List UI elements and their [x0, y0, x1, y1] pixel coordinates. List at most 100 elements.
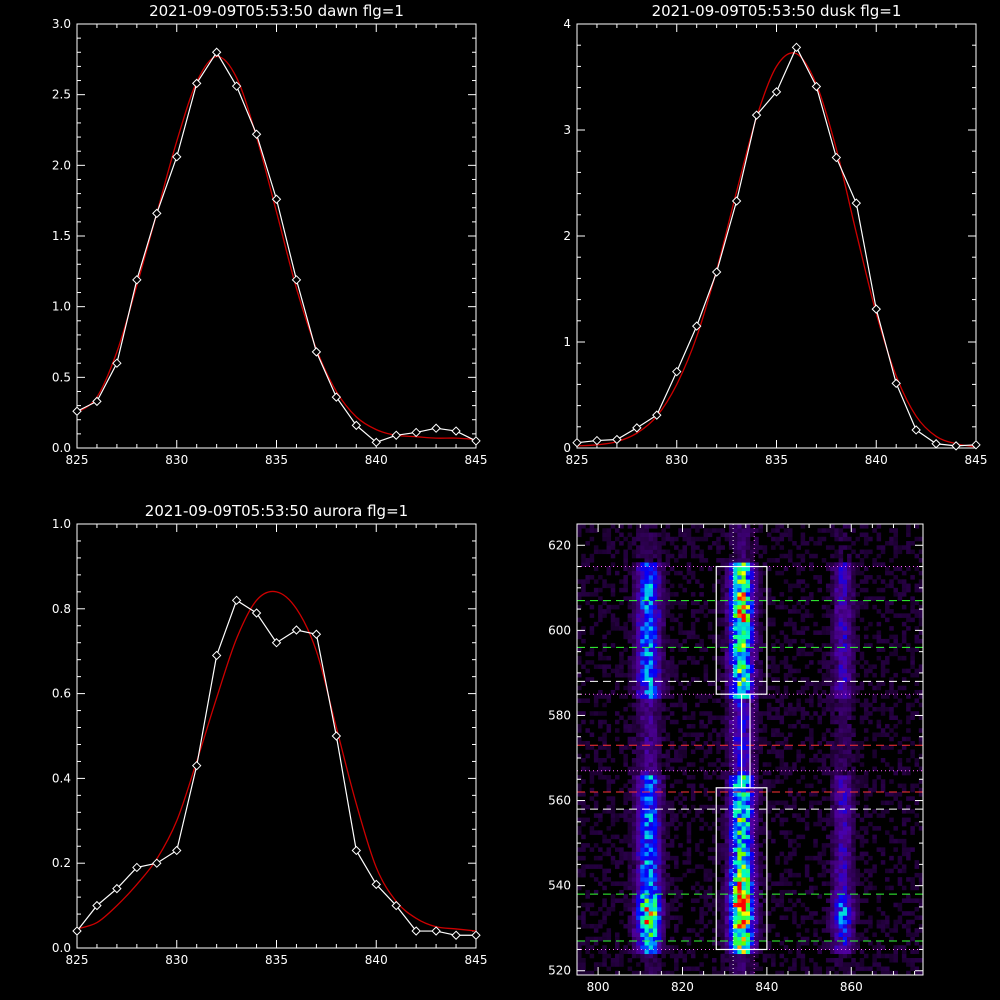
heatmap-cell — [825, 966, 831, 972]
heatmap-cell — [640, 541, 645, 546]
heatmap-cell — [918, 728, 924, 733]
heatmap-cell — [847, 668, 852, 674]
heatmap-cell — [762, 928, 768, 933]
heatmap-cell — [800, 957, 806, 963]
heatmap-cell — [712, 928, 717, 933]
heatmap-cell — [631, 723, 637, 729]
heatmap-cell — [762, 587, 768, 593]
heatmap-cell — [606, 583, 612, 589]
heatmap-cell — [602, 766, 607, 772]
chart-title: 2021-09-09T05:53:50 dawn flg=1 — [149, 2, 404, 20]
heatmap-cell — [825, 911, 831, 916]
heatmap-cell — [720, 732, 725, 738]
heatmap-cell — [678, 902, 683, 908]
heatmap-cell — [682, 604, 688, 610]
heatmap-cell — [686, 562, 692, 567]
heatmap-cell — [652, 970, 658, 976]
heatmap-cell — [847, 732, 852, 738]
heatmap-cell — [686, 834, 692, 840]
heatmap-cell — [652, 834, 658, 840]
heatmap-cell — [640, 562, 645, 567]
heatmap-cell — [640, 779, 645, 784]
heatmap-cell — [602, 957, 607, 963]
heatmap-cell — [901, 945, 907, 950]
heatmap-cell — [825, 562, 831, 567]
heatmap-cell — [906, 758, 911, 763]
heatmap-cell — [830, 830, 835, 835]
heatmap-cell — [741, 689, 747, 695]
heatmap-cell — [745, 868, 751, 874]
heatmap-cell — [720, 928, 725, 933]
heatmap-cell — [817, 851, 823, 857]
heatmap-cell — [585, 936, 590, 942]
heatmap-cell — [631, 817, 637, 823]
heatmap-cell — [636, 587, 641, 593]
heatmap-cell — [712, 587, 717, 593]
heatmap-cell — [766, 953, 772, 959]
heatmap-cell — [851, 728, 856, 733]
heatmap-cell — [872, 834, 877, 840]
heatmap-cell — [737, 609, 742, 614]
heatmap-cell — [838, 609, 844, 614]
heatmap-cell — [728, 915, 734, 920]
heatmap-cell — [771, 894, 776, 899]
heatmap-cell — [652, 787, 658, 793]
heatmap-cell — [669, 766, 675, 772]
heatmap-cell — [741, 809, 747, 814]
heatmap-cell — [741, 962, 747, 967]
heatmap-cell — [661, 877, 666, 882]
heatmap-cell — [652, 681, 658, 686]
heatmap-cell — [754, 545, 759, 550]
heatmap-cell — [720, 545, 725, 550]
heatmap-cell — [695, 966, 700, 972]
heatmap-cell — [918, 689, 924, 695]
heatmap-cell — [627, 834, 633, 840]
heatmap-cell — [838, 719, 844, 725]
heatmap-cell — [880, 787, 886, 793]
heatmap-cell — [834, 570, 839, 576]
heatmap-cell — [657, 928, 662, 933]
heatmap-cell — [855, 834, 861, 840]
heatmap-cell — [661, 532, 666, 538]
heatmap-cell — [758, 600, 763, 606]
heatmap-cell — [619, 541, 624, 546]
data-point — [172, 152, 182, 162]
heatmap-cell — [754, 923, 759, 929]
heatmap-cell — [724, 851, 730, 857]
heatmap-cell — [901, 851, 907, 857]
heatmap-cell — [813, 711, 818, 716]
heatmap-cell — [720, 923, 725, 929]
heatmap-cell — [606, 549, 612, 555]
heatmap-cell — [644, 634, 650, 640]
heatmap-cell — [585, 558, 590, 563]
heatmap-cell — [728, 570, 734, 576]
heatmap-cell — [703, 600, 709, 606]
heatmap-cell — [716, 570, 721, 576]
heatmap-cell — [745, 804, 751, 810]
heatmap-cell — [796, 834, 801, 840]
heatmap-cell — [817, 541, 823, 546]
heatmap-cell — [716, 668, 721, 674]
heatmap-cell — [636, 847, 641, 852]
heatmap-cell — [652, 843, 658, 848]
heatmap-cell — [847, 804, 852, 810]
heatmap-cell — [851, 826, 856, 831]
heatmap-cell — [593, 804, 599, 810]
y-tick-label: 0.5 — [52, 370, 71, 384]
heatmap-cell — [876, 898, 882, 903]
y-tick-label: 0 — [563, 441, 571, 455]
heatmap-cell — [720, 830, 725, 835]
heatmap-cell — [885, 604, 890, 610]
heatmap-cell — [792, 604, 797, 610]
heatmap-cell — [606, 826, 612, 831]
heatmap-cell — [636, 770, 641, 776]
heatmap-cell — [889, 868, 894, 874]
heatmap-cell — [741, 532, 747, 538]
heatmap-cell — [648, 860, 654, 865]
heatmap-cell — [737, 864, 742, 869]
heatmap-cell — [855, 592, 861, 597]
heatmap-cell — [623, 817, 628, 823]
heatmap-cell — [918, 740, 924, 746]
heatmap-cell — [813, 800, 818, 806]
heatmap-cell — [771, 783, 776, 789]
